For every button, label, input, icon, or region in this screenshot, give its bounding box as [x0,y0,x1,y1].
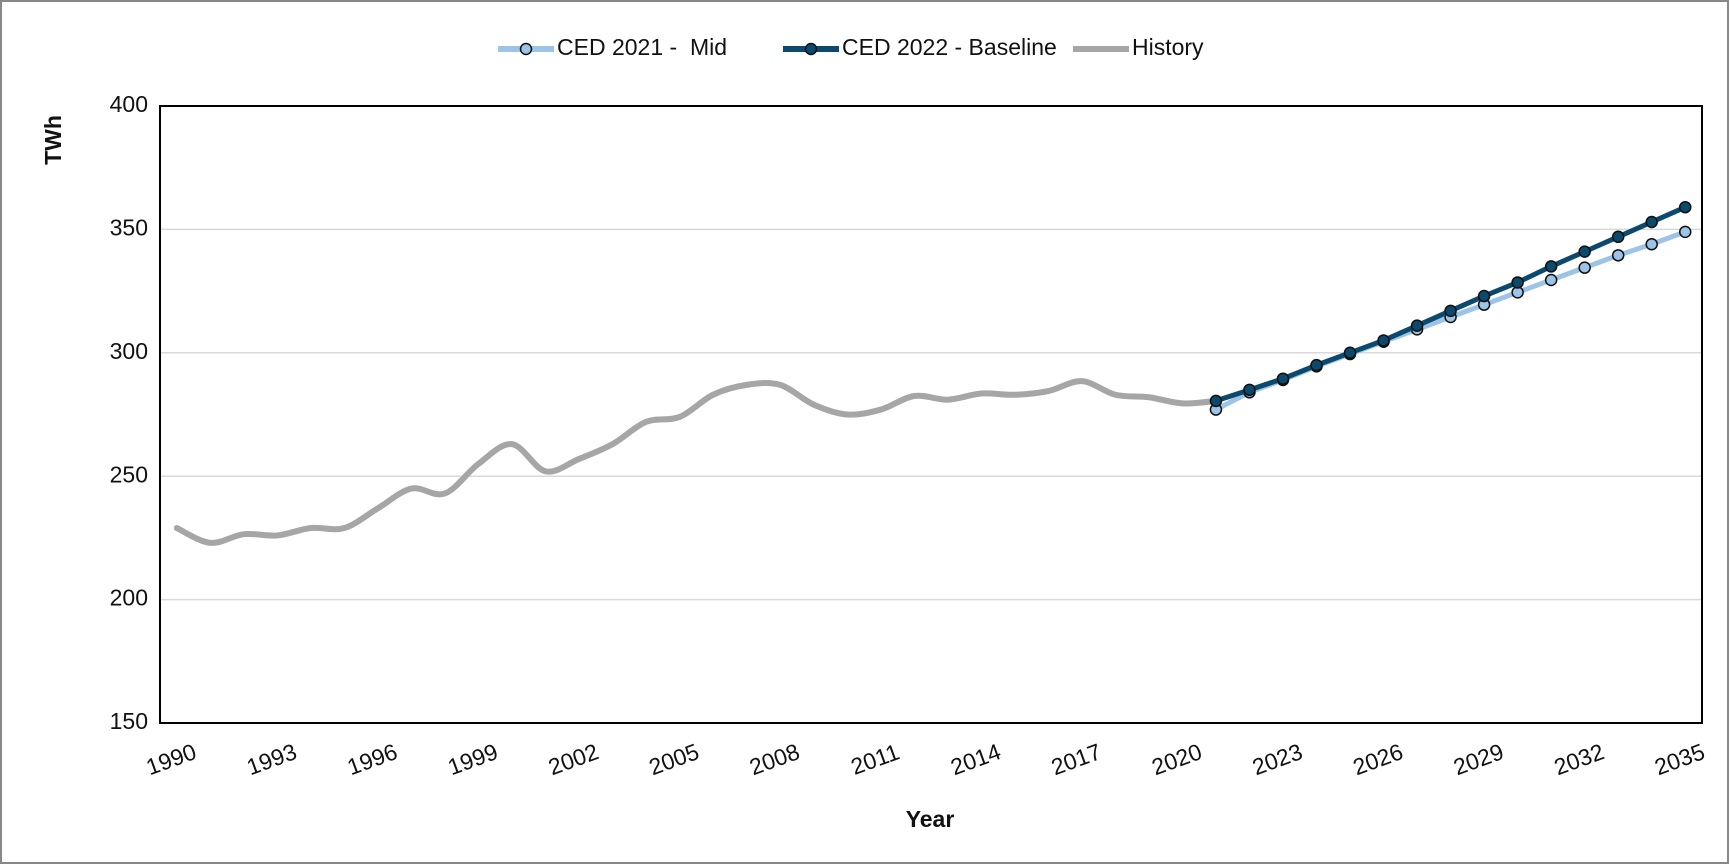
series-marker [1578,245,1591,258]
legend-label: CED 2021 - Mid [557,34,727,60]
series-marker [1276,372,1290,385]
legend-marker [804,42,818,56]
series-marker [1611,249,1625,262]
series-marker [1678,200,1692,214]
legend-label: History [1132,34,1204,60]
y-tick-label: 300 [110,338,148,364]
series-marker [1645,215,1658,229]
legend-label: CED 2022 - Baseline [842,34,1057,60]
series-marker [1477,289,1491,303]
series-marker [1377,334,1390,347]
series-marker [1209,394,1223,408]
y-axis-label: TWh [40,115,66,165]
series-marker [1243,383,1256,397]
series-marker [1611,230,1625,244]
y-tick-label: 200 [110,585,148,611]
legend-item: History [1073,34,1204,60]
legend-item: CED 2022 - Baseline [783,34,1057,60]
y-tick-label: 250 [110,461,148,487]
series-marker [1511,276,1524,289]
legend-item: CED 2021 - Mid [498,34,727,60]
y-tick-label: 350 [110,214,148,240]
series-marker [1678,225,1692,239]
plot-border [159,105,1703,724]
series-marker [1410,319,1424,332]
y-tick-label: 400 [110,91,148,117]
series-marker [1645,237,1658,251]
series-marker [1544,260,1558,273]
series-line [173,378,1219,546]
legend-marker [519,42,533,56]
series-marker [1544,273,1558,287]
series-marker [1444,304,1457,318]
series-marker [1578,261,1591,274]
y-tick-label: 150 [110,708,148,734]
series-marker [1310,358,1323,372]
x-axis-label: Year [906,806,955,832]
series-marker [1343,346,1357,360]
